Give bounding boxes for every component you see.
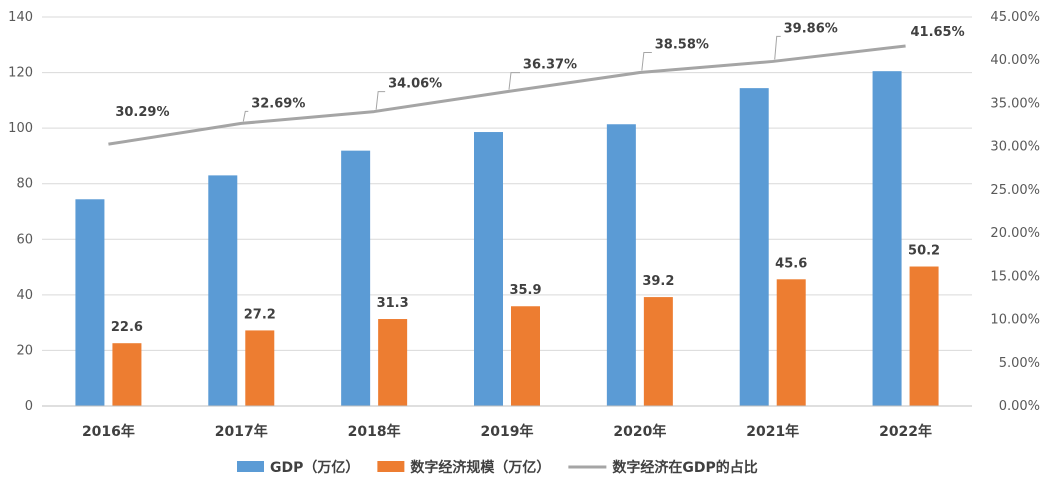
share-line <box>108 44 906 146</box>
line-point-label: 34.06% <box>388 77 442 92</box>
line-point-label: 32.69% <box>251 96 305 111</box>
y-right-tick-label: 10.00% <box>990 313 1040 328</box>
y-right-tick-label: 5.00% <box>999 356 1040 371</box>
bar-digital-economy <box>378 319 408 406</box>
y-right-tick-label: 35.00% <box>990 96 1040 111</box>
bar-data-label: 22.6 <box>111 320 143 335</box>
label-leader-line <box>774 35 781 60</box>
x-tick-label: 2017年 <box>215 423 268 440</box>
y-right-tick-label: 15.00% <box>990 269 1040 284</box>
bar-data-label: 39.2 <box>642 274 674 289</box>
line-point-label: 30.29% <box>115 105 169 120</box>
bar-digital-economy <box>511 306 540 406</box>
y-left-tick-label: 80 <box>16 177 33 192</box>
x-tick-label: 2016年 <box>82 423 135 440</box>
legend-label: 数字经济在GDP的占比 <box>612 459 757 476</box>
legend: GDP（万亿） 数字经济规模（万亿） 数字经济在GDP的占比 <box>237 459 758 476</box>
legend-swatch <box>237 461 264 472</box>
bar-digital-economy <box>776 279 806 406</box>
y-right-tick-label: 45.00% <box>990 10 1040 25</box>
x-tick-label: 2022年 <box>879 423 932 440</box>
x-axis: 2016年 2017年 2018年 2019年 2020年 2021年 2022年 <box>42 405 972 440</box>
bar-digital-economy <box>643 297 673 406</box>
bar-gdp <box>739 88 769 406</box>
y-left-tick-label: 20 <box>16 343 33 358</box>
bar-data-label: 45.6 <box>775 256 807 271</box>
legend-item: 数字经济在GDP的占比 <box>568 459 758 476</box>
line-point-label: 39.86% <box>784 21 838 36</box>
bar-data-label: 35.9 <box>509 283 541 298</box>
legend-item: 数字经济规模（万亿） <box>377 459 550 476</box>
y-left-tick-label: 0 <box>25 399 33 414</box>
bar-gdp <box>341 150 371 406</box>
y-left-tick-label: 120 <box>8 66 33 81</box>
bar-digital-economy <box>112 343 142 406</box>
y-right-tick-label: 40.00% <box>990 53 1040 68</box>
line-point-label: 38.58% <box>655 37 709 52</box>
bar-digital-economy <box>909 266 939 406</box>
line-point-label: 41.65% <box>910 25 964 40</box>
label-leader-line <box>641 51 652 71</box>
data-labels: 22.6 27.2 31.3 35.9 39.2 45.6 50.2 30.29% 32.69%… <box>111 21 965 335</box>
bar-gdp <box>208 175 238 406</box>
bar-gdp <box>872 71 902 407</box>
label-leader-line <box>242 110 249 122</box>
y-left-tick-label: 140 <box>8 10 33 25</box>
line-point-label: 36.37% <box>523 58 577 73</box>
bar-series <box>75 71 939 407</box>
legend-item: GDP（万亿） <box>237 459 359 476</box>
y-right-tick-label: 0.00% <box>999 399 1040 414</box>
bar-gdp <box>606 124 636 406</box>
legend-label: 数字经济规模（万亿） <box>410 459 550 476</box>
y-left-tick-label: 100 <box>8 121 33 136</box>
y-right-tick-label: 25.00% <box>990 183 1040 198</box>
x-tick-label: 2021年 <box>746 423 799 440</box>
legend-swatch <box>377 461 405 472</box>
bar-gdp <box>75 199 105 406</box>
bar-digital-economy <box>245 330 275 406</box>
line-series <box>108 35 906 146</box>
y-right-tick-label: 30.00% <box>990 140 1040 155</box>
x-tick-label: 2020年 <box>613 423 666 440</box>
bar-data-label: 31.3 <box>377 296 409 311</box>
x-tick-label: 2018年 <box>348 423 401 440</box>
bar-gdp <box>474 132 503 407</box>
legend-label: GDP（万亿） <box>270 459 359 476</box>
x-tick-label: 2019年 <box>481 423 534 440</box>
gridlines <box>42 16 972 407</box>
y-axis-left: 0 20 40 60 80 100 120 140 <box>8 10 33 414</box>
y-left-tick-label: 60 <box>16 232 33 247</box>
y-right-tick-label: 20.00% <box>990 226 1040 241</box>
y-left-tick-label: 40 <box>16 288 33 303</box>
bar-data-label: 27.2 <box>244 307 276 322</box>
label-leader-line <box>375 91 386 110</box>
label-leader-line <box>508 72 520 90</box>
y-axis-right: 0.00% 5.00% 10.00% 15.00% 20.00% 25.00% 30.00%… <box>990 10 1040 414</box>
bar-data-label: 50.2 <box>908 244 940 259</box>
